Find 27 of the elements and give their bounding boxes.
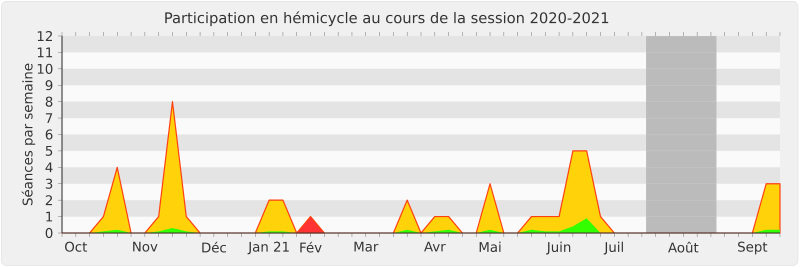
y-tick-label: 11 (38, 48, 52, 58)
y-tick-label: 1 (46, 212, 52, 222)
x-tick-label: Août (668, 242, 698, 253)
x-tick-label: Oct (65, 242, 88, 252)
y-tick-label: 0 (46, 228, 52, 238)
y-tick-label: 5 (46, 146, 52, 156)
chart-title: Participation en hémicycle au cours de la session 2020-2021 (165, 11, 608, 26)
y-tick-label: 2 (46, 195, 52, 206)
x-tick-label: Juin (546, 242, 570, 254)
y-tick-label: 9 (46, 80, 52, 90)
y-tick-label: 4 (45, 162, 53, 172)
y-tick-label: 10 (38, 64, 52, 74)
y-tick-label: 12 (38, 31, 52, 41)
x-tick-label: Jan 21 (248, 242, 289, 254)
x-tick-label: Fév (300, 242, 322, 253)
y-tick-label: 7 (46, 113, 52, 123)
x-tick-label: Juil (604, 242, 623, 254)
x-tick-label: Avr (424, 242, 446, 252)
y-tick-label: 6 (46, 129, 52, 140)
y-tick-label: 3 (46, 178, 52, 189)
y-tick-label: 8 (46, 96, 52, 107)
x-tick-label: Sept (738, 242, 768, 254)
x-tick-label: Mai (480, 242, 500, 252)
x-tick-label: Déc (202, 242, 226, 253)
y-axis-title: Séances par semaine (22, 64, 36, 206)
x-tick-label: Mar (354, 242, 378, 252)
x-tick-label: Nov (133, 242, 158, 252)
